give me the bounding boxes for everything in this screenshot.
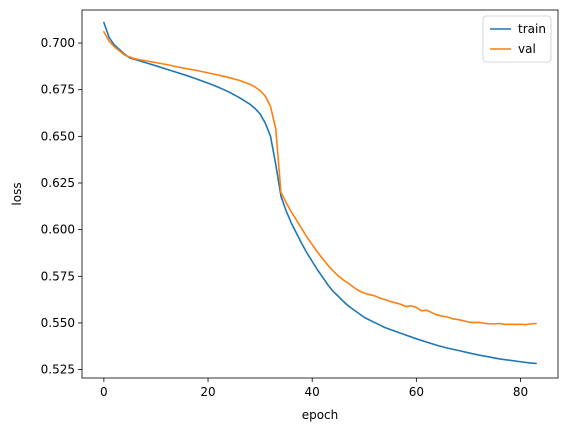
series-line-train — [103, 21, 537, 365]
x-tick-label: 40 — [305, 385, 320, 399]
x-tick-label: 20 — [200, 385, 215, 399]
legend-box — [482, 15, 552, 63]
y-axis-label: loss — [10, 182, 24, 205]
legend-label-val: val — [518, 42, 536, 56]
legend: train val — [482, 15, 552, 63]
y-tick-label: 0.625 — [41, 176, 75, 190]
legend-label-train: train — [518, 22, 546, 36]
y-axis-ticks: 0.525 0.550 0.575 0.600 0.625 0.650 0.675 0.700 — [41, 36, 82, 377]
x-tick-label: 0 — [100, 385, 108, 399]
y-tick-label: 0.575 — [41, 269, 75, 283]
y-tick-label: 0.700 — [41, 36, 75, 50]
x-axis-label: epoch — [302, 408, 339, 422]
series-lines — [103, 21, 537, 365]
series-line-val — [103, 31, 537, 326]
y-tick-label: 0.550 — [41, 316, 75, 330]
y-tick-label: 0.525 — [41, 363, 75, 377]
plot-frame — [81, 9, 559, 379]
y-tick-label: 0.675 — [41, 83, 75, 97]
x-axis-ticks: 0 20 40 60 80 — [100, 378, 528, 399]
y-tick-label: 0.600 — [41, 223, 75, 237]
y-tick-label: 0.650 — [41, 129, 75, 143]
x-tick-label: 60 — [409, 385, 424, 399]
x-tick-label: 80 — [513, 385, 528, 399]
